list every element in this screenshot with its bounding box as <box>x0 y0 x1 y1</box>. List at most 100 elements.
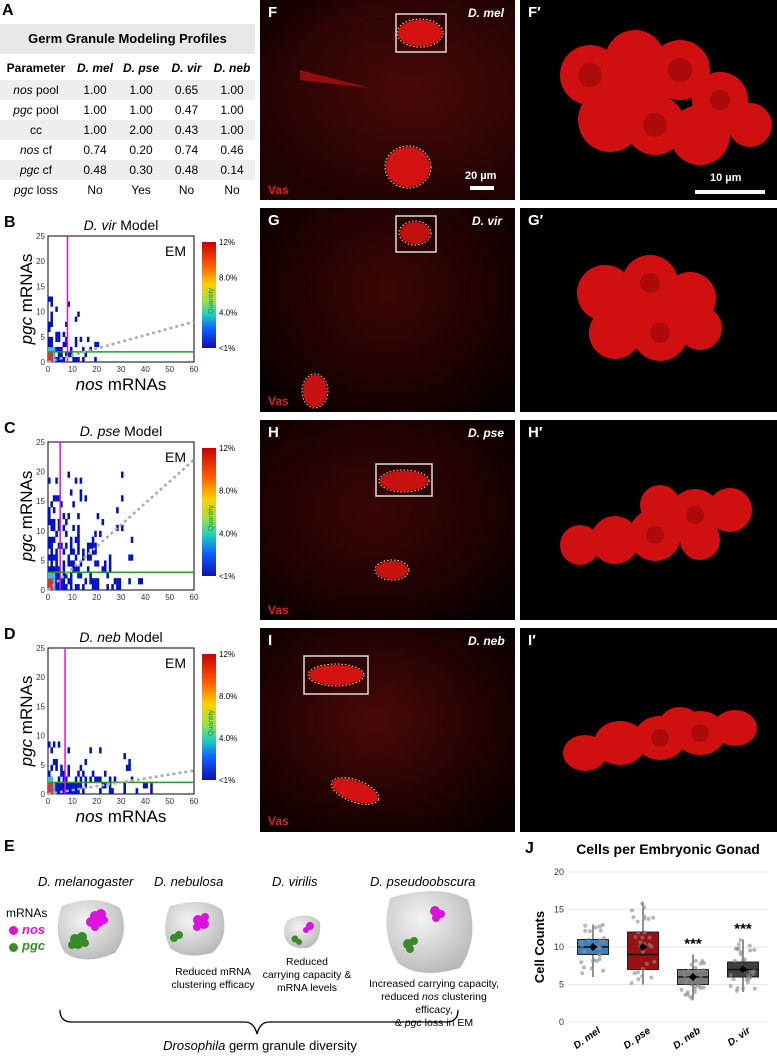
data-point <box>731 977 736 982</box>
species-label-f: D. mel <box>468 6 505 20</box>
stain-label-f: Vas <box>268 183 289 197</box>
micrograph-f-zoom: F′ 10 µm <box>520 0 777 200</box>
data-point <box>580 971 585 976</box>
trend-line <box>47 320 195 364</box>
data-point <box>728 984 733 989</box>
data-point <box>699 974 704 979</box>
colorbar-tick-label: <1% <box>219 572 235 581</box>
data-point <box>652 959 657 964</box>
scale-label-f-prime: 10 µm <box>710 172 742 184</box>
data-point <box>642 916 647 921</box>
stain-label-h: Vas <box>268 603 289 617</box>
data-point <box>597 953 602 958</box>
micrograph-i: I D. neb Vas <box>260 628 515 832</box>
panel-label-g-prime: G′ <box>528 212 544 229</box>
colorbar-tick-label: 4.0% <box>219 734 237 743</box>
x-tick-label: 60 <box>190 365 199 374</box>
data-point <box>633 935 638 940</box>
data-point <box>689 982 694 987</box>
species-label-h: D. pse <box>468 426 505 440</box>
data-point <box>642 905 647 910</box>
data-point <box>640 966 645 971</box>
colorbar-tick-label: 12% <box>219 650 235 659</box>
table-row: nos pool 1.00 1.00 0.65 1.00 <box>0 80 255 100</box>
micrograph-i-zoom: I′ <box>520 628 777 832</box>
heatmap-title: D. vir Model <box>84 217 159 233</box>
table-cell-value: 0.48 <box>174 163 199 177</box>
data-point <box>687 968 692 973</box>
x-tick-label: 20 <box>92 593 101 602</box>
caption-pse-3b: pgc <box>404 1017 422 1029</box>
panel-label-b: B <box>4 214 16 231</box>
colorbar <box>202 654 216 780</box>
panel-label-e: E <box>4 838 15 855</box>
x-tick-label: 50 <box>165 365 174 374</box>
data-point <box>579 960 584 965</box>
colorbar-tick-label: <1% <box>219 776 235 785</box>
data-point <box>638 940 643 945</box>
panel-label-i-prime: I′ <box>528 632 536 649</box>
table-header-dvir: D. vir <box>171 61 202 75</box>
data-point <box>651 915 656 920</box>
data-point <box>693 965 698 970</box>
data-point <box>646 917 651 922</box>
table-cell-value: 2.00 <box>129 123 153 137</box>
table-cell-parameter: pgc loss <box>13 183 59 197</box>
species-label-g: D. vir <box>472 214 503 228</box>
x-tick-label: 30 <box>117 365 126 374</box>
table-cell-parameter: cc <box>30 123 42 137</box>
table-cell-value: 1.00 <box>220 103 244 117</box>
data-point <box>748 948 753 953</box>
table-header-dmel: D. mel <box>76 61 113 75</box>
data-point <box>741 986 746 991</box>
data-point <box>640 974 645 979</box>
panel-label-g: G <box>268 212 280 229</box>
y-tick-label: 10 <box>554 942 564 952</box>
data-point <box>647 935 652 940</box>
data-point <box>635 919 640 924</box>
data-point <box>600 922 605 927</box>
heatmap-title: D. neb Model <box>79 629 162 645</box>
data-point <box>593 925 598 930</box>
table-cell-value: 1.00 <box>83 83 107 97</box>
colorbar-label: Quantity <box>208 504 215 531</box>
x-tick-label: 40 <box>141 797 150 806</box>
x-tick-label: D. vir <box>726 1025 754 1049</box>
colorbar-tick-label: 4.0% <box>219 529 237 538</box>
y-tick-label: 20 <box>554 867 564 877</box>
table-cell-value: 0.74 <box>174 143 199 157</box>
nos-dot-icon <box>9 926 18 935</box>
micrograph-h: H D. pse Vas <box>260 420 515 620</box>
data-point <box>640 935 645 940</box>
y-tick-label: 20 <box>36 257 45 266</box>
x-tick-label: 20 <box>92 365 101 374</box>
colorbar-tick-label: 8.0% <box>219 487 237 496</box>
stain-label-g: Vas <box>268 394 289 408</box>
data-point <box>602 940 607 945</box>
table-cell-parameter: pgc cf <box>19 163 53 177</box>
data-point <box>587 929 592 934</box>
caption-virilis-line-3: mRNA levels <box>276 982 338 994</box>
table-cell-value: Yes <box>131 183 151 197</box>
em-label: EM <box>165 655 186 671</box>
data-point <box>681 969 686 974</box>
x-axis-label: nos mRNAs <box>76 603 167 606</box>
caption-pseudoobscura-line-2: reduced nos clustering efficacy, <box>364 991 504 1017</box>
data-point <box>693 958 698 963</box>
data-point <box>692 984 697 989</box>
mean-marker <box>739 965 747 974</box>
table-cell-value: 0.74 <box>83 143 107 157</box>
table-cell-parameter: nos cf <box>19 143 53 157</box>
y-tick-label: 20 <box>36 468 45 477</box>
heatmap-plot-area <box>47 647 195 795</box>
y-axis-label: Cell Counts <box>532 911 547 983</box>
data-point <box>629 981 634 986</box>
heatmap-title: D. pse Model <box>80 423 163 439</box>
caption-virilis-line-1: Reduced <box>285 956 329 968</box>
data-point <box>738 937 743 942</box>
y-axis-label: pgc mRNAs <box>17 254 36 346</box>
micrograph-f: F D. mel 20 µm Vas <box>260 0 515 200</box>
data-point <box>683 979 688 984</box>
boxplot-chart: Cells per Embryonic Gonad 0 5 10 15 20 Cell Co… <box>532 841 768 1052</box>
